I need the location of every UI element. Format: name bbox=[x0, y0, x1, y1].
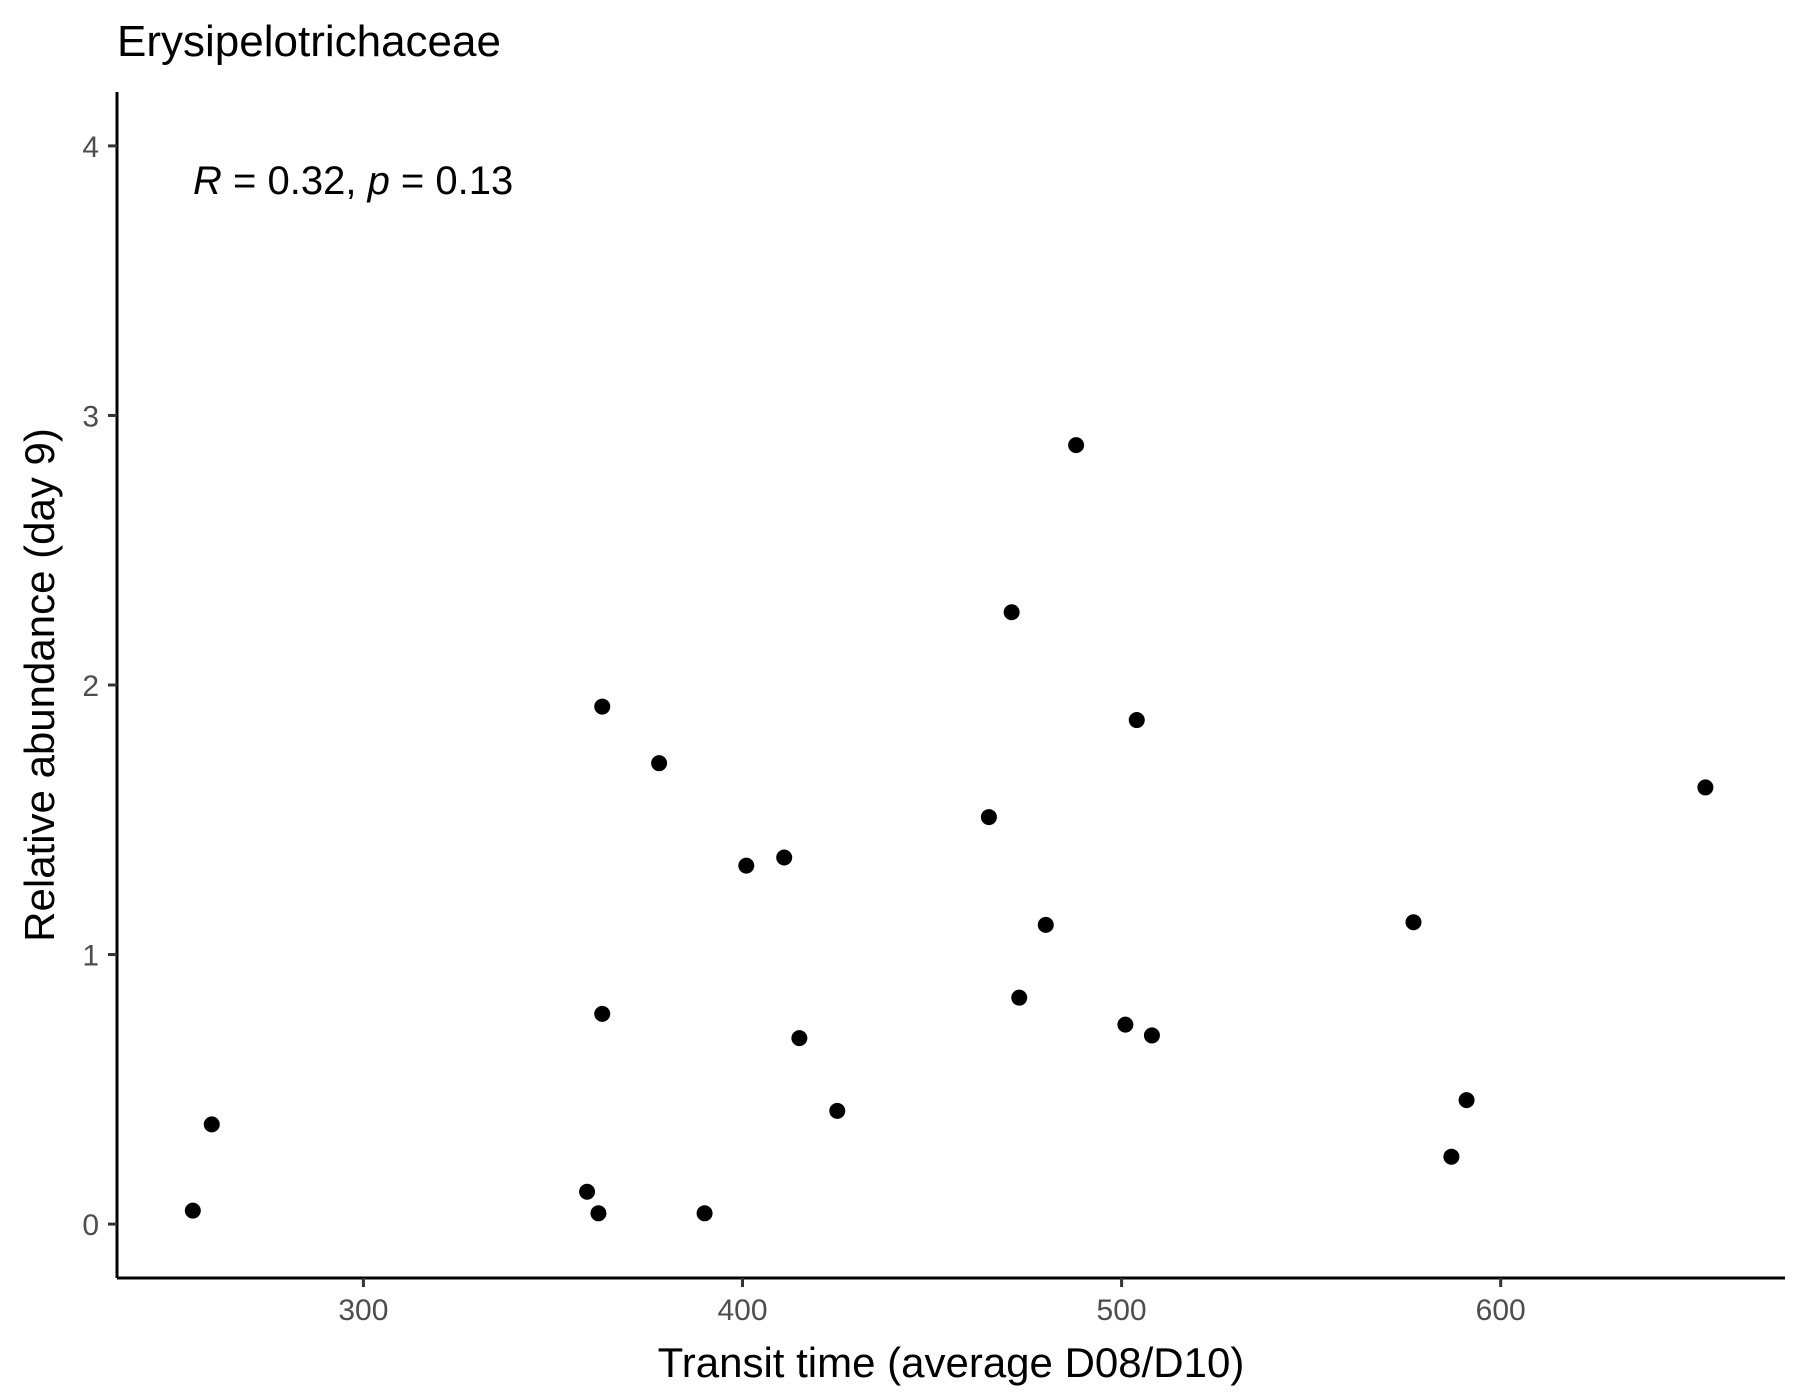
axes: 300 400 500 600 0 1 2 3 4 bbox=[82, 92, 1785, 1327]
data-point bbox=[651, 755, 668, 772]
p-label: p bbox=[367, 159, 390, 203]
x-axis-label: Transit time (average D08/D10) bbox=[658, 1339, 1245, 1386]
data-point bbox=[776, 849, 793, 866]
x-tick-label: 500 bbox=[1097, 1294, 1147, 1327]
data-point bbox=[696, 1205, 713, 1222]
chart-title: Erysipelotrichaceae bbox=[117, 17, 501, 66]
y-tick-label: 3 bbox=[82, 400, 99, 433]
x-tick-label: 400 bbox=[717, 1294, 767, 1327]
y-axis-ticks: 0 1 2 3 4 bbox=[82, 131, 117, 1242]
data-point bbox=[203, 1116, 220, 1133]
data-point bbox=[579, 1183, 596, 1200]
y-tick-label: 1 bbox=[82, 940, 99, 973]
data-point bbox=[1011, 989, 1028, 1006]
data-point bbox=[1143, 1027, 1160, 1044]
data-point bbox=[1405, 914, 1422, 931]
data-point bbox=[1068, 437, 1085, 454]
data-point bbox=[1117, 1016, 1134, 1033]
points-layer bbox=[184, 437, 1714, 1222]
r-label: R bbox=[193, 159, 222, 203]
data-point bbox=[1697, 779, 1714, 796]
x-axis-ticks: 300 400 500 600 bbox=[338, 1278, 1526, 1327]
r-value: = 0.32, bbox=[222, 159, 368, 203]
correlation-annotation: R = 0.32, p = 0.13 bbox=[193, 159, 513, 203]
data-point bbox=[184, 1202, 201, 1219]
x-tick-label: 600 bbox=[1476, 1294, 1526, 1327]
y-axis-label: Relative abundance (day 9) bbox=[16, 428, 63, 942]
data-point bbox=[590, 1205, 607, 1222]
data-point bbox=[1443, 1148, 1460, 1165]
data-point bbox=[1458, 1092, 1475, 1109]
y-tick-label: 2 bbox=[82, 670, 99, 703]
p-value: = 0.13 bbox=[390, 159, 513, 203]
data-point bbox=[594, 1005, 611, 1022]
x-tick-label: 300 bbox=[338, 1294, 388, 1327]
data-point bbox=[738, 857, 755, 874]
data-point bbox=[1037, 916, 1054, 933]
data-point bbox=[1128, 712, 1145, 729]
data-point bbox=[980, 809, 997, 826]
y-tick-label: 0 bbox=[82, 1209, 99, 1242]
data-point bbox=[791, 1030, 808, 1047]
data-point bbox=[1003, 604, 1020, 621]
y-tick-label: 4 bbox=[82, 131, 99, 164]
data-point bbox=[829, 1102, 846, 1119]
data-point bbox=[594, 698, 611, 715]
plot-area bbox=[184, 437, 1714, 1222]
